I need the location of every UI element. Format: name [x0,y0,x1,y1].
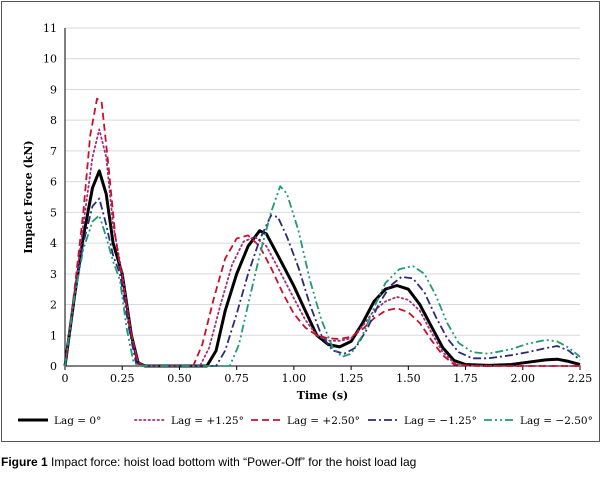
figure-caption: Figure 1 Impact force: hoist load bottom… [1,455,601,469]
gridlines [64,27,581,370]
y-axis-label: Impact Force (kN) [22,140,35,253]
x-tick-label: 0.50 [167,372,192,385]
y-tick-labels: 0 1 2 3 4 5 6 7 8 9 10 11 [43,22,57,373]
legend: Lag = 0° Lag = +1.25° Lag = +2.50° Lag = −1… [18,415,593,427]
x-tick-label: 0.75 [224,372,249,385]
caption-text: Impact force: hoist load bottom with “Po… [47,455,417,469]
caption-label: Figure 1 [1,455,48,469]
axes [64,28,580,367]
x-tick-label: 1.50 [396,372,421,385]
x-tick-label: 1.00 [282,372,307,385]
series-line-4 [64,197,581,367]
y-tick-label: 3 [50,268,57,281]
x-tick-label: 2.00 [511,372,536,385]
y-tick-label: 5 [50,206,57,219]
y-tick-label: 11 [43,22,57,35]
y-tick-label: 1 [50,329,57,342]
y-tick-label: 7 [50,145,57,158]
series-line-5 [64,185,581,367]
y-tick-label: 6 [50,176,57,189]
x-tick-label: 0.25 [110,372,135,385]
x-tick-label: 2.25 [568,372,593,385]
y-tick-label: 4 [50,237,57,250]
y-tick-label: 0 [50,360,57,373]
y-tick-label: 10 [43,53,57,66]
legend-label-2: Lag = +1.25° [171,415,244,427]
x-tick-label: 0 [62,372,69,385]
legend-label-3: Lag = +2.50° [287,415,360,427]
x-tick-label: 1.25 [339,372,364,385]
series-line-2 [64,128,581,367]
legend-label-5: Lag = −2.50° [520,415,593,427]
series-line-3 [64,97,580,367]
x-tick-labels: 0 0.25 0.50 0.75 1.00 1.25 1.50 1.75 2.00 2.25 [62,372,593,385]
y-tick-label: 8 [50,114,57,127]
series-lines [63,97,581,368]
y-tick-label: 2 [50,299,57,312]
chart: 0 0.25 0.50 0.75 1.00 1.25 1.50 1.75 2.00 2.25 0 1… [18,22,593,427]
x-axis-label: Time (s) [297,389,348,402]
x-tick-label: 1.75 [453,372,478,385]
figure-frame [1,1,600,442]
y-tick-label: 9 [50,83,57,96]
legend-label-1: Lag = 0° [54,415,101,427]
legend-label-4: Lag = −1.25° [404,415,477,427]
